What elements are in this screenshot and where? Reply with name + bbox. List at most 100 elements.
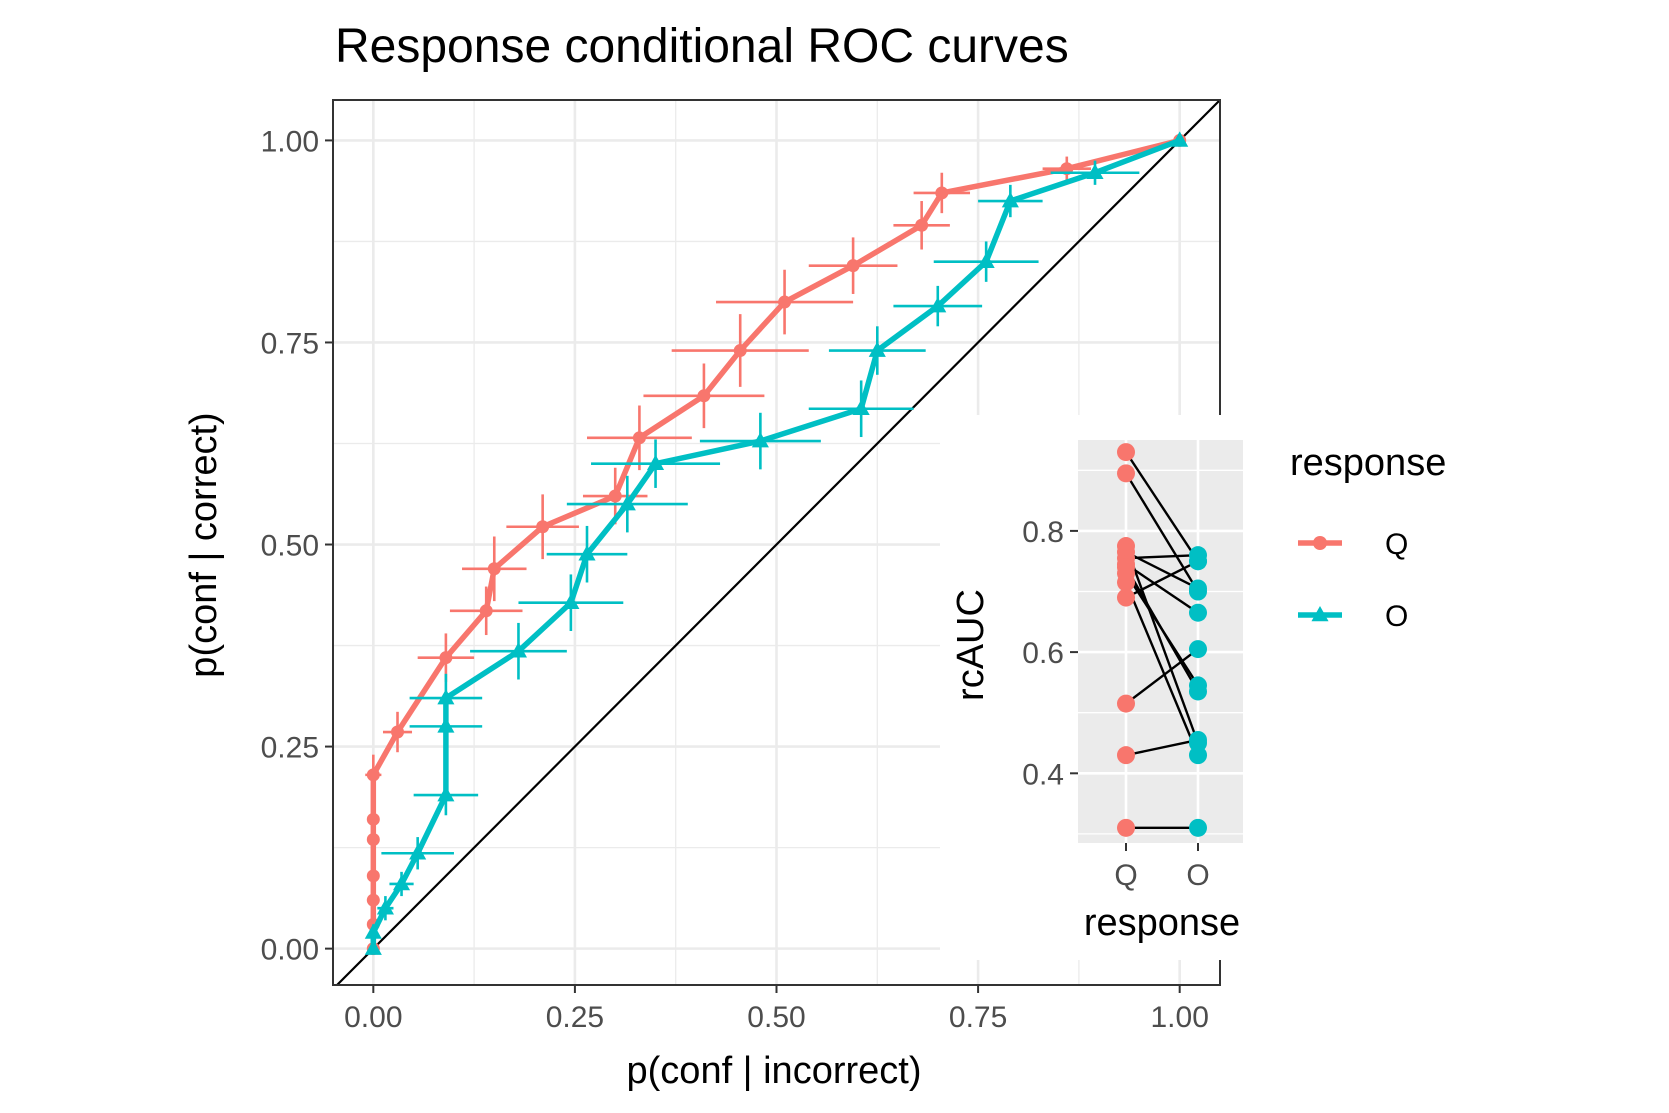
- data-point: [733, 344, 747, 358]
- inset-y-tick-label: 0.8: [1022, 516, 1064, 549]
- inset-point-O: [1189, 746, 1207, 765]
- data-point: [618, 495, 636, 511]
- inset-x-tick-label: O: [1186, 859, 1209, 892]
- inset-point-O: [1189, 676, 1207, 695]
- inset-point-O: [1189, 579, 1207, 598]
- inset-paired-lines: [1124, 451, 1200, 830]
- data-point: [852, 399, 870, 416]
- x-tick-label: 0.00: [344, 1001, 402, 1034]
- paired-line: [1125, 553, 1199, 560]
- data-point: [632, 431, 646, 445]
- legend-key-marker: [1311, 606, 1329, 622]
- x-tick-label: 0.25: [546, 1001, 604, 1034]
- inset-x-axis-title: response: [1084, 902, 1240, 944]
- inset-point-Q: [1117, 573, 1135, 592]
- data-point: [364, 923, 382, 939]
- paired-line: [1124, 581, 1200, 756]
- data-point: [915, 218, 929, 232]
- y-tick-label: 0.25: [261, 732, 319, 765]
- data-point: [778, 295, 792, 309]
- y-tick-label: 0.50: [261, 530, 319, 563]
- legend-label: Q: [1385, 528, 1408, 561]
- data-point: [366, 833, 380, 847]
- data-point: [366, 812, 380, 826]
- inset-point-O: [1189, 603, 1207, 622]
- data-point: [376, 899, 394, 915]
- legend-item-O: O: [1298, 600, 1408, 633]
- inset-y-tick-label: 0.4: [1022, 758, 1064, 791]
- inset-point-Q: [1117, 443, 1135, 462]
- legend: response QO: [1290, 442, 1446, 633]
- y-axis-title: p(conf | correct): [183, 412, 225, 677]
- data-point: [608, 489, 622, 503]
- data-point: [391, 725, 405, 739]
- paired-line: [1125, 563, 1199, 614]
- x-tick-label: 0.50: [747, 1001, 805, 1034]
- inset-x-tick-label: Q: [1114, 859, 1137, 892]
- data-point: [487, 562, 501, 576]
- data-point: [366, 768, 380, 782]
- inset-point-O: [1189, 818, 1207, 837]
- data-point: [437, 717, 455, 733]
- data-point: [646, 454, 665, 470]
- data-point: [697, 389, 711, 403]
- data-point: [578, 545, 596, 561]
- paired-line: [1124, 472, 1200, 593]
- data-point: [751, 432, 769, 448]
- data-point: [1171, 131, 1189, 147]
- data-point: [846, 259, 860, 273]
- inset-y-axis-title: rcAUC: [950, 589, 992, 701]
- y-axis-ticks: 0.00 0.25 0.50 0.75 1.00: [261, 125, 333, 967]
- inset-point-Q: [1117, 464, 1135, 483]
- x-tick-label: 1.00: [1150, 1001, 1208, 1034]
- data-point: [409, 844, 427, 860]
- inset-point-O: [1189, 730, 1207, 749]
- data-point: [868, 341, 886, 357]
- inset-y-axis-ticks: 0.4 0.6 0.8: [1022, 516, 1078, 791]
- legend-title: response: [1290, 442, 1446, 484]
- inset-point-Q: [1117, 588, 1135, 607]
- data-point: [364, 939, 382, 955]
- series-line-Q: [370, 137, 1181, 949]
- legend-items: QO: [1298, 528, 1408, 633]
- data-point: [479, 604, 493, 618]
- data-point: [562, 593, 580, 610]
- paired-line: [1124, 545, 1200, 744]
- data-point: [935, 186, 949, 200]
- inset-y-tick-label: 0.6: [1022, 637, 1064, 670]
- data-point: [439, 651, 453, 665]
- inset-point-O: [1189, 640, 1207, 659]
- series-Q: [365, 133, 1187, 956]
- roc-series: [364, 131, 1189, 956]
- data-point: [366, 869, 380, 883]
- data-point: [366, 893, 380, 907]
- data-point: [437, 689, 455, 705]
- data-point: [509, 642, 528, 658]
- paired-line: [1124, 451, 1200, 562]
- x-axis-ticks: 0.00 0.25 0.50 0.75 1.00: [344, 985, 1209, 1034]
- legend-item-Q: Q: [1298, 528, 1408, 561]
- x-tick-label: 0.75: [949, 1001, 1007, 1034]
- data-point: [437, 786, 455, 802]
- x-axis-title: p(conf | incorrect): [627, 1050, 922, 1092]
- paired-line: [1125, 648, 1199, 705]
- inset-point-O: [1189, 552, 1207, 571]
- inset-point-Q: [1117, 694, 1135, 713]
- inset-point-Q: [1117, 818, 1135, 837]
- chart-title: Response conditional ROC curves: [335, 20, 1069, 73]
- data-point: [392, 874, 411, 891]
- data-point: [977, 252, 995, 268]
- y-tick-label: 0.75: [261, 327, 319, 360]
- y-tick-label: 1.00: [261, 125, 319, 158]
- paired-line: [1125, 560, 1199, 599]
- inset-points: [1117, 443, 1207, 837]
- legend-label: O: [1385, 600, 1408, 633]
- data-point: [1001, 192, 1019, 208]
- legend-key-marker: [1313, 536, 1327, 550]
- series-O: [364, 131, 1189, 955]
- data-point: [929, 297, 947, 313]
- y-tick-label: 0.00: [261, 934, 319, 967]
